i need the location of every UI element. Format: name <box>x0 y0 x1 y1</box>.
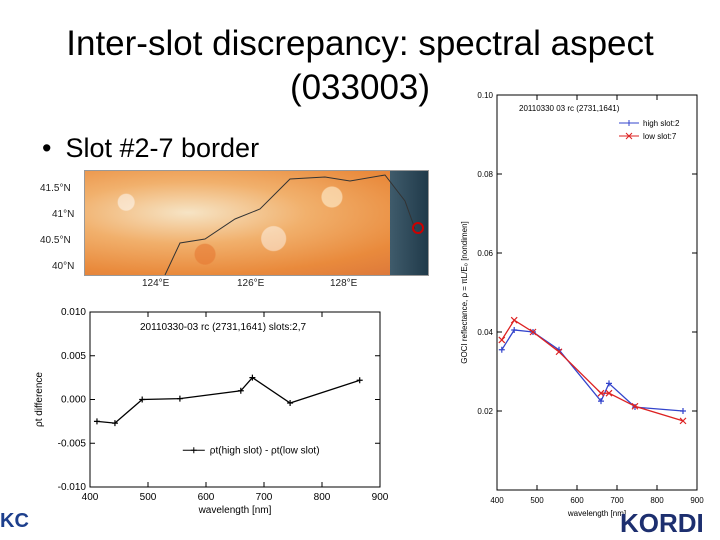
kordi-logo: KORDI <box>620 508 704 538</box>
legend-label: high slot:2 <box>643 119 680 128</box>
x-tick-label: 500 <box>530 496 544 505</box>
map-lon-label: 126°E <box>237 278 265 289</box>
y-tick-label: 0.010 <box>61 307 86 318</box>
data-point <box>597 389 605 397</box>
plot-frame <box>496 94 698 491</box>
data-point <box>287 400 294 406</box>
kc-logo: KC <box>0 510 29 532</box>
map-lat-label: 41.5°N <box>40 183 71 194</box>
data-point <box>356 377 363 384</box>
bullet-text: Slot #2-7 border <box>65 133 260 163</box>
reflectance-chart: 400 500 600 700 800 900 0.10 0.08 0.06 0.04 0.02 wa… <box>460 91 704 518</box>
title-line-1: Inter-slot discrepancy: spectral aspect <box>66 24 654 63</box>
x-tick-label: 800 <box>314 492 331 503</box>
y-tick-label: 0.06 <box>477 249 493 258</box>
data-point <box>93 418 100 425</box>
data-point <box>111 420 118 427</box>
x-tick-label: 600 <box>570 496 584 505</box>
series-line <box>501 329 684 412</box>
x-tick-label: 400 <box>490 496 504 505</box>
legend-marker <box>625 132 633 140</box>
x-tick-label: 400 <box>82 492 99 503</box>
data-point <box>605 389 613 397</box>
data-point <box>606 380 612 387</box>
x-tick-label: 700 <box>610 496 624 505</box>
y-tick-label: 0.000 <box>61 395 86 406</box>
chart-title: 20110330-03 rc (2731,1641) slots:2,7 <box>140 322 306 333</box>
satellite-map <box>84 170 429 276</box>
x-axis-label: wavelength [nm] <box>567 509 626 518</box>
series-line <box>501 319 684 422</box>
data-point <box>176 395 183 402</box>
legend-marker <box>190 447 197 454</box>
map-texture <box>85 171 428 275</box>
legend-label: ρt(high slot) - ρt(low slot) <box>210 445 320 456</box>
legend-label: low slot:7 <box>643 132 677 141</box>
map-overlay <box>164 174 424 275</box>
y-tick-label: 0.005 <box>61 351 86 362</box>
data-point <box>511 327 518 334</box>
y-axis-label: GOCI reflectance, ρ = πL/E₀ [nondimen] <box>460 221 469 364</box>
data-point <box>498 346 505 353</box>
bullet-item: • Slot #2-7 border <box>42 133 259 164</box>
x-tick-label: 800 <box>650 496 664 505</box>
x-tick-label: 700 <box>256 492 273 503</box>
y-tick-label: 0.04 <box>477 328 493 337</box>
chart-title: 20110330 03 rc (2731,1641) <box>519 104 620 113</box>
data-point <box>498 336 506 344</box>
plot-frame <box>89 311 381 488</box>
data-point <box>249 374 256 381</box>
title-line-2: (033003) <box>289 68 431 107</box>
data-point <box>237 387 244 394</box>
data-point <box>680 408 686 414</box>
map-lat-label: 40°N <box>52 261 75 272</box>
bullet-dot-icon: • <box>42 133 52 163</box>
data-point <box>598 398 604 405</box>
data-point <box>555 348 563 356</box>
data-point <box>139 396 146 403</box>
difference-chart: 400 500 600 700 800 900 0.010 0.005 0.000 -0.005 -… <box>34 307 389 516</box>
map-lon-label: 124°E <box>142 278 170 289</box>
data-point <box>510 316 518 324</box>
map-location-marker <box>412 222 424 234</box>
y-tick-label: 0.08 <box>477 170 493 179</box>
x-axis-label: wavelength [nm] <box>198 505 272 516</box>
y-tick-label: 0.02 <box>477 407 493 416</box>
data-point <box>631 402 639 410</box>
y-axis-label: ρt difference <box>34 372 45 427</box>
map-coastline <box>164 174 416 275</box>
map-lat-label: 40.5°N <box>40 235 71 246</box>
series-line <box>96 376 360 424</box>
y-tick-label: -0.010 <box>58 482 87 493</box>
map-sea <box>390 171 428 275</box>
y-tick-label: 0.10 <box>477 91 493 100</box>
data-point <box>679 417 687 425</box>
x-tick-label: 600 <box>198 492 215 503</box>
map-lon-label: 128°E <box>330 278 358 289</box>
y-tick-label: -0.005 <box>58 438 87 449</box>
data-point <box>529 328 537 336</box>
x-tick-label: 900 <box>690 496 704 505</box>
legend-marker <box>626 120 632 126</box>
x-tick-label: 500 <box>140 492 157 503</box>
map-lat-label: 41°N <box>52 209 75 220</box>
x-tick-label: 900 <box>372 492 389 503</box>
slide-title: Inter-slot discrepancy: spectral aspect … <box>20 22 700 110</box>
